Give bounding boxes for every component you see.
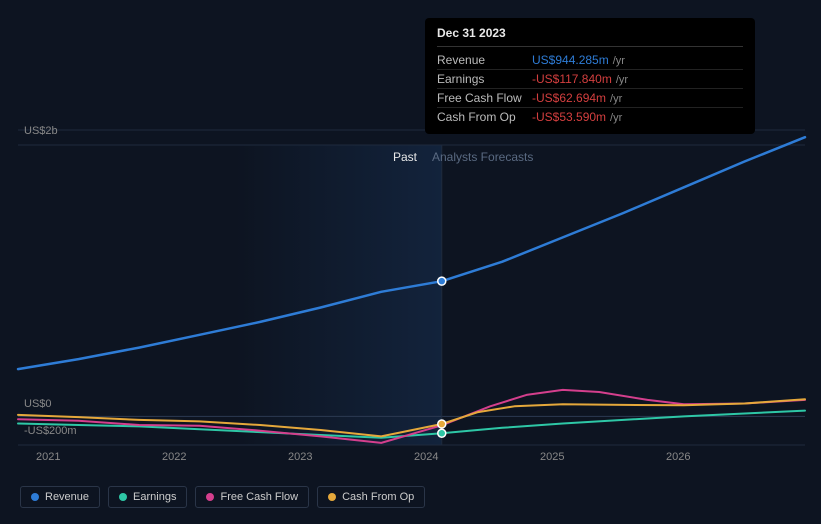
legend-label: Revenue xyxy=(45,491,89,503)
legend-item-revenue[interactable]: Revenue xyxy=(20,486,100,508)
x-tick-label: 2026 xyxy=(666,451,690,463)
tooltip-label: Free Cash Flow xyxy=(437,91,532,105)
tooltip-row-cfo: Cash From Op -US$53.590m /yr xyxy=(437,108,743,126)
legend-item-cfo[interactable]: Cash From Op xyxy=(317,486,425,508)
past-label: Past xyxy=(393,150,417,164)
legend-item-earnings[interactable]: Earnings xyxy=(108,486,187,508)
tooltip-unit: /yr xyxy=(610,112,622,124)
legend-dot-icon xyxy=(206,493,214,501)
legend-dot-icon xyxy=(119,493,127,501)
tooltip-unit: /yr xyxy=(610,93,622,105)
tooltip-value: -US$117.840m xyxy=(532,72,612,86)
legend-label: Earnings xyxy=(133,491,176,503)
legend-dot-icon xyxy=(328,493,336,501)
legend-label: Free Cash Flow xyxy=(220,491,298,503)
x-tick-label: 2025 xyxy=(540,451,564,463)
chart-tooltip: Dec 31 2023 Revenue US$944.285m /yr Earn… xyxy=(425,18,755,134)
tooltip-row-fcf: Free Cash Flow -US$62.694m /yr xyxy=(437,89,743,108)
financials-chart: US$2b US$0 -US$200m 2021 2022 2023 2024 … xyxy=(0,0,821,524)
x-tick-label: 2021 xyxy=(36,451,60,463)
tooltip-unit: /yr xyxy=(613,55,625,67)
x-tick-label: 2024 xyxy=(414,451,438,463)
y-tick-label: US$0 xyxy=(24,398,52,410)
tooltip-label: Earnings xyxy=(437,72,532,86)
tooltip-value: -US$53.590m xyxy=(532,110,606,124)
tooltip-label: Revenue xyxy=(437,53,532,67)
forecast-label: Analysts Forecasts xyxy=(432,150,533,164)
chart-legend: Revenue Earnings Free Cash Flow Cash Fro… xyxy=(20,486,425,508)
legend-dot-icon xyxy=(31,493,39,501)
tooltip-value: -US$62.694m xyxy=(532,91,606,105)
tooltip-unit: /yr xyxy=(616,74,628,86)
tooltip-date: Dec 31 2023 xyxy=(437,26,743,47)
tooltip-row-earnings: Earnings -US$117.840m /yr xyxy=(437,70,743,89)
tooltip-row-revenue: Revenue US$944.285m /yr xyxy=(437,51,743,70)
y-tick-label: US$2b xyxy=(24,125,58,137)
y-tick-label: -US$200m xyxy=(24,425,77,437)
legend-label: Cash From Op xyxy=(342,491,414,503)
x-tick-label: 2023 xyxy=(288,451,312,463)
tooltip-value: US$944.285m xyxy=(532,53,609,67)
x-tick-label: 2022 xyxy=(162,451,186,463)
legend-item-fcf[interactable]: Free Cash Flow xyxy=(195,486,309,508)
tooltip-label: Cash From Op xyxy=(437,110,532,124)
